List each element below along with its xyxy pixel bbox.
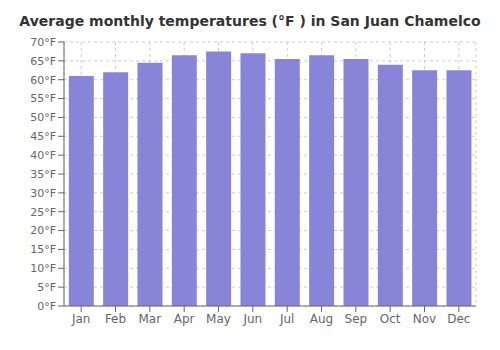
svg-text:15°F: 15°F bbox=[30, 243, 56, 256]
svg-text:Oct: Oct bbox=[380, 312, 401, 326]
svg-text:Jul: Jul bbox=[279, 312, 294, 326]
svg-text:Jan: Jan bbox=[71, 312, 91, 326]
svg-text:Mar: Mar bbox=[139, 312, 162, 326]
svg-text:40°F: 40°F bbox=[30, 149, 56, 162]
svg-text:20°F: 20°F bbox=[30, 224, 56, 237]
svg-text:65°F: 65°F bbox=[30, 55, 56, 68]
svg-text:60°F: 60°F bbox=[30, 74, 56, 87]
svg-text:Aug: Aug bbox=[310, 312, 333, 326]
svg-text:55°F: 55°F bbox=[30, 92, 56, 105]
svg-text:Dec: Dec bbox=[447, 312, 470, 326]
svg-text:30°F: 30°F bbox=[30, 187, 56, 200]
svg-text:50°F: 50°F bbox=[30, 111, 56, 124]
svg-text:0°F: 0°F bbox=[37, 300, 56, 313]
svg-text:5°F: 5°F bbox=[37, 281, 56, 294]
svg-text:Sep: Sep bbox=[345, 312, 368, 326]
svg-text:25°F: 25°F bbox=[30, 206, 56, 219]
svg-text:May: May bbox=[206, 312, 231, 326]
svg-text:Jun: Jun bbox=[242, 312, 262, 326]
svg-text:45°F: 45°F bbox=[30, 130, 56, 143]
svg-text:Apr: Apr bbox=[174, 312, 195, 326]
svg-text:Feb: Feb bbox=[105, 312, 126, 326]
svg-text:10°F: 10°F bbox=[30, 262, 56, 275]
svg-text:35°F: 35°F bbox=[30, 168, 56, 181]
svg-text:70°F: 70°F bbox=[30, 36, 56, 49]
svg-text:Nov: Nov bbox=[413, 312, 436, 326]
html-text:Average monthly temperatures (: Average monthly temperatures (°F ) in Sa… bbox=[19, 13, 481, 29]
